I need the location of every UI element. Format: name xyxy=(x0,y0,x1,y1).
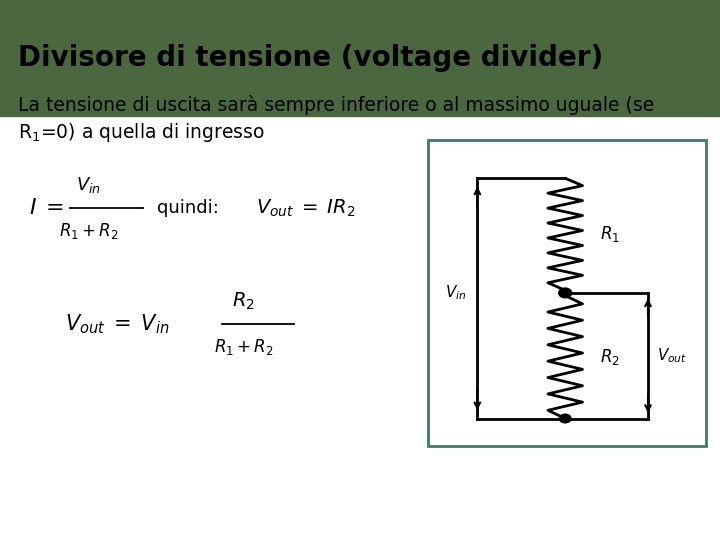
Text: La tensione di uscita sarà sempre inferiore o al massimo uguale (se: La tensione di uscita sarà sempre inferi… xyxy=(18,95,654,116)
Text: $R_2$: $R_2$ xyxy=(600,347,620,367)
Text: $V_{in}$: $V_{in}$ xyxy=(445,284,467,302)
Text: $R_1 + R_2$: $R_1 + R_2$ xyxy=(59,220,118,241)
Circle shape xyxy=(559,288,572,298)
Text: $R_1 + R_2$: $R_1 + R_2$ xyxy=(214,336,273,357)
Text: $R_1$: $R_1$ xyxy=(600,224,620,244)
Text: $V_{out}\;=\;IR_2$: $V_{out}\;=\;IR_2$ xyxy=(256,197,355,219)
Text: R$_1$=0) a quella di ingresso: R$_1$=0) a quella di ingresso xyxy=(18,121,265,144)
Bar xyxy=(0,0,720,116)
Text: $V_{out}$: $V_{out}$ xyxy=(657,346,687,365)
Text: Divisore di tensione (voltage divider): Divisore di tensione (voltage divider) xyxy=(18,44,603,72)
Text: $V_{in}$: $V_{in}$ xyxy=(76,175,101,195)
Text: $V_{out}\;=\;V_{in}$: $V_{out}\;=\;V_{in}$ xyxy=(65,312,169,336)
Circle shape xyxy=(559,414,571,423)
Bar xyxy=(428,140,706,446)
Text: $I\;=$: $I\;=$ xyxy=(29,197,64,219)
Text: quindi:: quindi: xyxy=(157,199,219,217)
Text: $R_2$: $R_2$ xyxy=(232,291,255,312)
